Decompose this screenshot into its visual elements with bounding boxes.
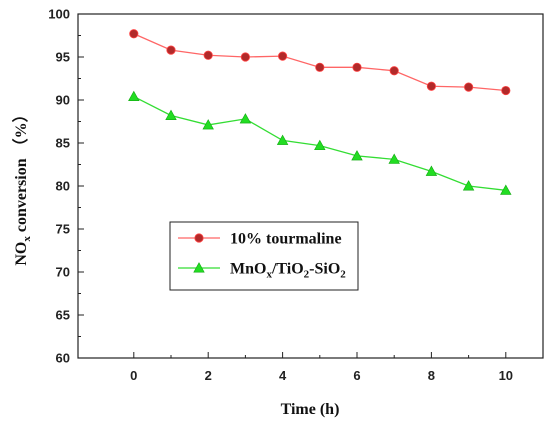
x-tick-label: 4 (279, 368, 287, 383)
data-point (500, 184, 512, 195)
legend-label: MnOx/TiO2-SiO2 (230, 261, 346, 281)
y-tick-label: 90 (56, 93, 70, 108)
data-point (501, 85, 511, 96)
data-point (203, 50, 213, 60)
y-tick-label: 65 (56, 308, 70, 323)
legend-label: 10% tourmaline (230, 231, 342, 248)
x-tick-label: 8 (428, 368, 435, 383)
data-point (463, 82, 474, 92)
legend-marker (194, 233, 204, 243)
data-point (315, 62, 325, 72)
y-axis-title: NOx conversion （%） (12, 106, 33, 265)
x-tick-label: 0 (130, 368, 137, 383)
data-point (462, 180, 475, 191)
data-point (352, 62, 362, 72)
data-point (277, 51, 288, 61)
y-tick-label: 85 (56, 136, 70, 151)
data-point (240, 52, 250, 62)
data-point (425, 165, 438, 176)
y-axis: 60 65 70 75 80 85 90 95 100 (48, 7, 84, 366)
data-point (239, 113, 252, 124)
data-point (276, 134, 289, 145)
y-tick-label: 100 (48, 7, 70, 22)
x-axis: 0 2 4 6 8 10 (130, 352, 513, 383)
x-tick-label: 2 (205, 368, 212, 383)
data-point (166, 45, 176, 55)
data-point (165, 109, 177, 120)
x-tick-label: 10 (499, 368, 513, 383)
legend: 10% tourmaline MnOx/TiO2-SiO2 (169, 221, 359, 291)
data-point (128, 90, 140, 102)
series-0 (129, 29, 511, 96)
data-point (202, 119, 214, 130)
legend-box (169, 221, 359, 291)
series-layer (128, 29, 512, 195)
y-tick-label: 70 (56, 265, 70, 280)
x-axis-title: Time (h) (281, 401, 340, 418)
data-point (351, 150, 363, 161)
data-point (129, 29, 139, 39)
y-tick-label: 80 (56, 179, 70, 194)
data-point (314, 139, 326, 151)
data-point (426, 81, 436, 91)
x-tick-label: 6 (353, 368, 360, 383)
data-point (388, 153, 400, 164)
legend-marker (193, 262, 205, 273)
y-tick-label: 60 (56, 351, 70, 366)
y-tick-label: 95 (56, 50, 70, 65)
y-tick-label: 75 (56, 222, 70, 237)
data-point (389, 66, 399, 76)
series-1 (128, 90, 512, 195)
